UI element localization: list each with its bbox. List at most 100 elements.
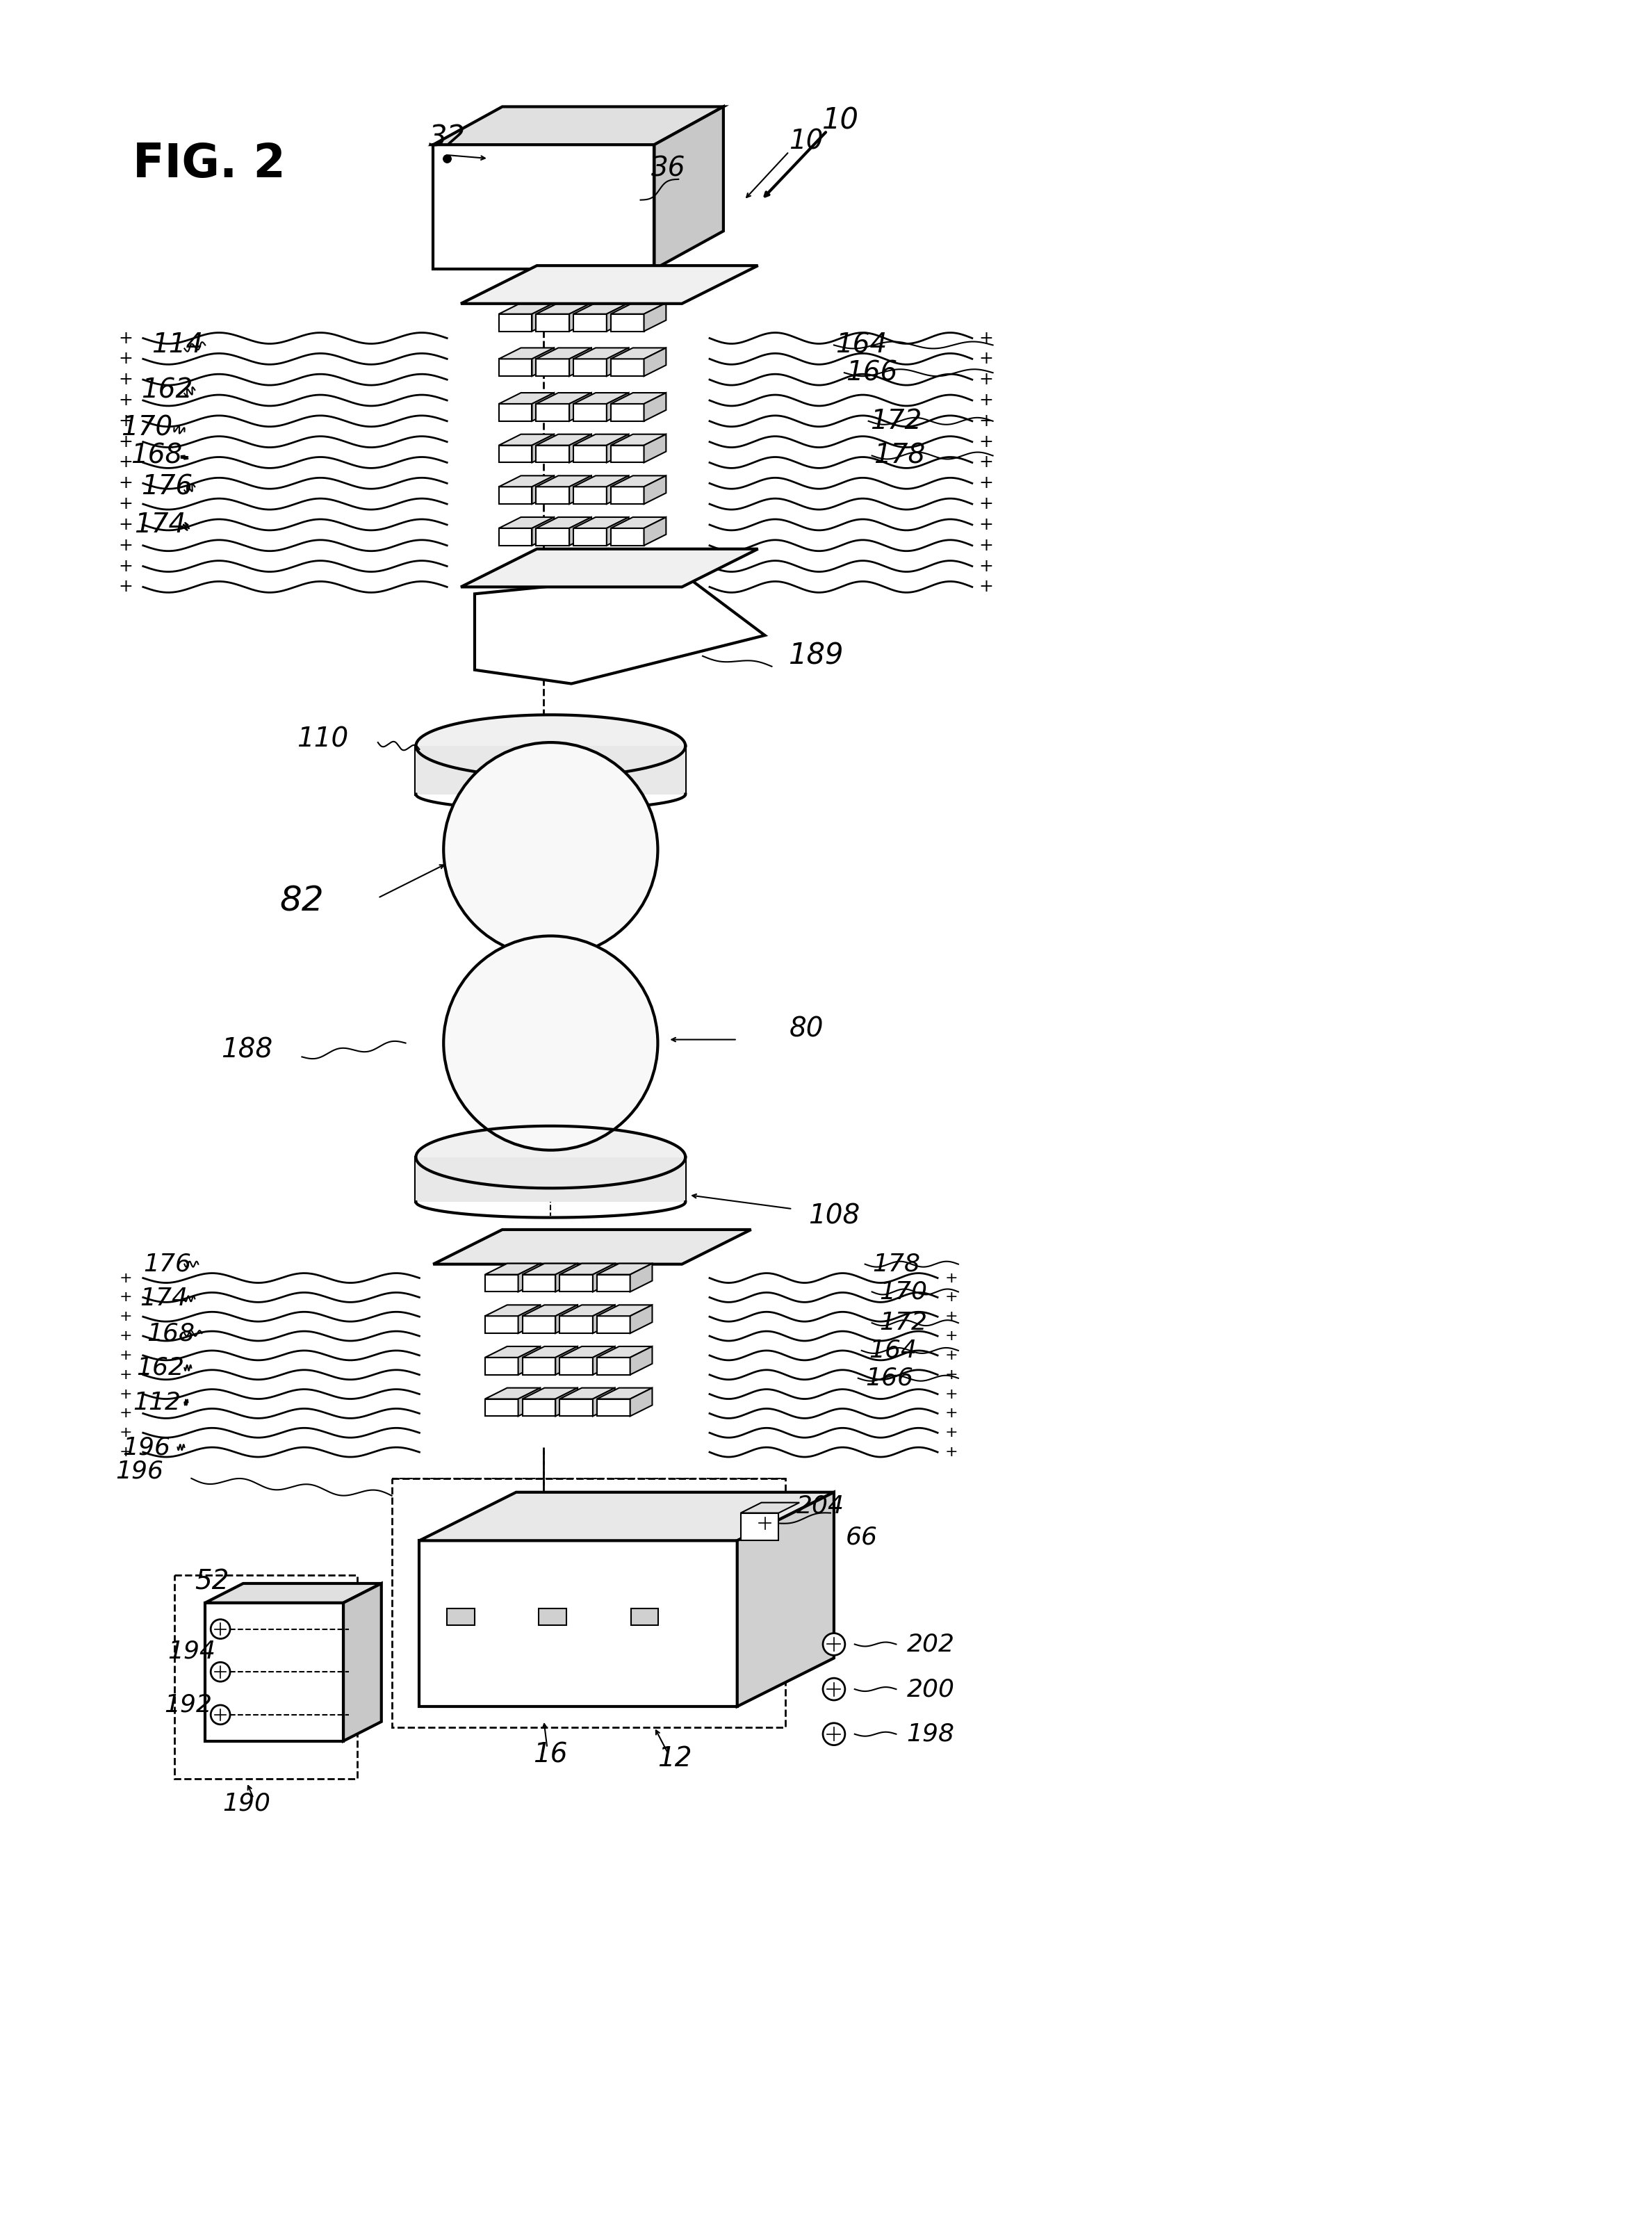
Text: +: +	[119, 1330, 132, 1343]
Polygon shape	[611, 445, 644, 463]
Polygon shape	[606, 476, 629, 503]
Polygon shape	[486, 1263, 540, 1274]
Polygon shape	[519, 1263, 540, 1292]
Text: 174: 174	[140, 1287, 188, 1310]
Text: 178: 178	[874, 443, 925, 470]
Text: +: +	[978, 578, 993, 596]
Polygon shape	[537, 488, 570, 503]
Polygon shape	[740, 1514, 778, 1540]
Polygon shape	[573, 445, 606, 463]
Polygon shape	[537, 392, 591, 403]
Polygon shape	[448, 1609, 474, 1624]
Text: FIG. 2: FIG. 2	[132, 142, 286, 186]
Text: 176: 176	[144, 1252, 192, 1276]
Text: 170: 170	[121, 414, 172, 441]
Polygon shape	[205, 1602, 344, 1742]
Polygon shape	[573, 304, 629, 315]
Polygon shape	[416, 747, 686, 793]
Polygon shape	[606, 516, 629, 545]
Polygon shape	[474, 574, 765, 685]
Polygon shape	[519, 1347, 540, 1374]
Polygon shape	[499, 488, 532, 503]
Polygon shape	[499, 516, 553, 527]
Text: 190: 190	[223, 1791, 271, 1815]
Text: +: +	[119, 1290, 132, 1305]
Polygon shape	[519, 1387, 540, 1416]
Polygon shape	[205, 1584, 382, 1602]
Text: 36: 36	[651, 155, 686, 182]
Polygon shape	[573, 315, 606, 330]
Circle shape	[444, 935, 657, 1150]
Polygon shape	[537, 304, 591, 315]
Polygon shape	[499, 434, 553, 445]
Polygon shape	[537, 359, 570, 377]
Polygon shape	[737, 1491, 834, 1706]
Polygon shape	[573, 488, 606, 503]
Text: +: +	[978, 516, 993, 534]
Text: +: +	[978, 434, 993, 450]
Polygon shape	[499, 403, 532, 421]
Polygon shape	[560, 1387, 615, 1398]
Text: 204: 204	[796, 1494, 844, 1518]
Text: 172: 172	[879, 1312, 927, 1334]
Polygon shape	[611, 359, 644, 377]
Text: 164: 164	[836, 332, 887, 359]
Polygon shape	[573, 392, 629, 403]
Polygon shape	[555, 1305, 578, 1334]
Polygon shape	[570, 476, 591, 503]
Polygon shape	[532, 476, 553, 503]
Polygon shape	[596, 1316, 629, 1334]
Text: +: +	[945, 1310, 958, 1323]
Circle shape	[211, 1662, 230, 1682]
Text: +: +	[119, 372, 134, 388]
Polygon shape	[532, 304, 553, 330]
Polygon shape	[570, 434, 591, 463]
Polygon shape	[486, 1347, 540, 1358]
Polygon shape	[499, 348, 553, 359]
Polygon shape	[596, 1347, 653, 1358]
Text: +: +	[119, 1272, 132, 1285]
Polygon shape	[596, 1305, 653, 1316]
Text: +: +	[119, 1445, 132, 1458]
Polygon shape	[740, 1502, 800, 1514]
Polygon shape	[499, 527, 532, 545]
Text: +: +	[945, 1330, 958, 1343]
Polygon shape	[560, 1358, 593, 1374]
Polygon shape	[486, 1305, 540, 1316]
Text: +: +	[119, 1310, 132, 1323]
Polygon shape	[611, 403, 644, 421]
Text: +: +	[119, 1407, 132, 1420]
Text: +: +	[945, 1445, 958, 1458]
Polygon shape	[570, 516, 591, 545]
Text: 198: 198	[907, 1722, 955, 1746]
Polygon shape	[537, 403, 570, 421]
Text: +: +	[978, 412, 993, 430]
Circle shape	[823, 1724, 846, 1746]
Polygon shape	[537, 434, 591, 445]
Polygon shape	[611, 304, 666, 315]
Text: +: +	[945, 1367, 958, 1383]
Text: 10: 10	[790, 129, 823, 155]
Polygon shape	[570, 392, 591, 421]
Text: +: +	[978, 454, 993, 472]
Text: +: +	[945, 1290, 958, 1305]
Polygon shape	[573, 434, 629, 445]
Text: 32: 32	[428, 124, 466, 153]
Polygon shape	[499, 476, 553, 488]
Polygon shape	[486, 1387, 540, 1398]
Text: +: +	[119, 1425, 132, 1440]
Polygon shape	[644, 304, 666, 330]
Polygon shape	[560, 1305, 615, 1316]
Text: 178: 178	[872, 1252, 920, 1276]
Polygon shape	[522, 1274, 555, 1292]
Polygon shape	[537, 315, 570, 330]
Polygon shape	[499, 445, 532, 463]
Text: +: +	[978, 350, 993, 368]
Text: 196: 196	[116, 1460, 164, 1483]
Polygon shape	[537, 516, 591, 527]
Text: +: +	[119, 474, 134, 492]
Text: +: +	[119, 350, 134, 368]
Polygon shape	[611, 315, 644, 330]
Polygon shape	[555, 1263, 578, 1292]
Polygon shape	[573, 516, 629, 527]
